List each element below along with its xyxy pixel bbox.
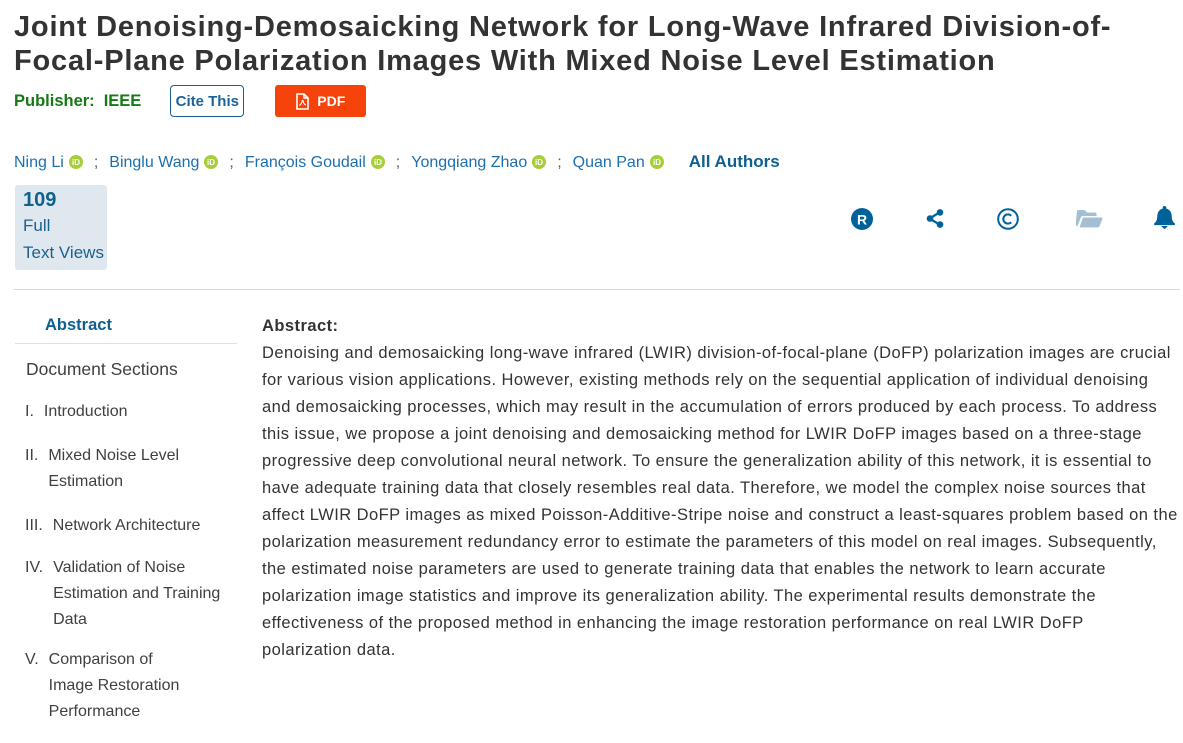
svg-text:iD: iD bbox=[207, 158, 215, 167]
svg-text:iD: iD bbox=[374, 158, 382, 167]
svg-text:iD: iD bbox=[653, 158, 661, 167]
svg-text:iD: iD bbox=[72, 158, 80, 167]
svg-text:iD: iD bbox=[535, 158, 543, 167]
svg-text:R: R bbox=[857, 212, 867, 228]
